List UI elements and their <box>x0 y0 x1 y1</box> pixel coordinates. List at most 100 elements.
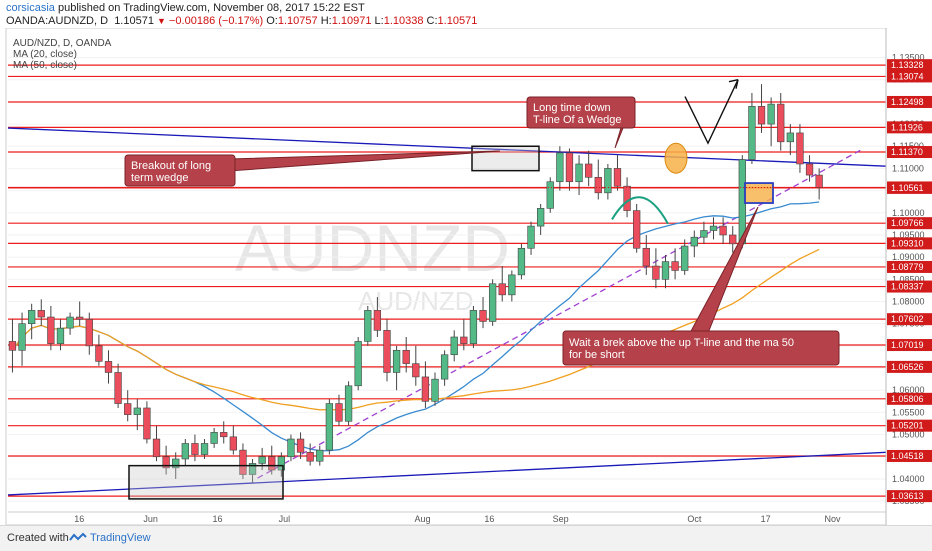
candle[interactable] <box>469 310 478 344</box>
candle[interactable] <box>633 210 641 249</box>
price-chart[interactable]: AUDNZD AUD/NZD 1.135001.130001.125001.12… <box>0 28 932 525</box>
target-box[interactable] <box>744 182 774 204</box>
author-link[interactable]: corsicasia <box>6 2 55 14</box>
candle[interactable] <box>450 336 458 356</box>
candle[interactable] <box>585 163 593 178</box>
candle[interactable] <box>421 376 430 402</box>
level-price-tag[interactable] <box>887 121 932 134</box>
level-price-tag[interactable] <box>887 490 932 503</box>
level-price-tag[interactable] <box>887 237 932 250</box>
candle[interactable] <box>652 265 660 280</box>
candle[interactable] <box>172 458 180 469</box>
level-price-tag[interactable] <box>887 146 932 159</box>
candle[interactable] <box>690 236 698 247</box>
candle[interactable] <box>364 310 372 342</box>
level-price-tag[interactable] <box>887 260 932 273</box>
candle[interactable] <box>642 247 650 267</box>
candle[interactable] <box>479 310 487 322</box>
candle[interactable] <box>613 168 622 187</box>
rounding-arc[interactable] <box>611 196 669 225</box>
candle[interactable] <box>767 103 775 125</box>
candle[interactable] <box>392 350 401 373</box>
candle[interactable] <box>124 403 132 415</box>
candle[interactable] <box>748 106 756 160</box>
candle[interactable] <box>56 327 65 344</box>
candle[interactable] <box>95 345 103 362</box>
level-price-tag[interactable] <box>887 95 932 108</box>
candle[interactable] <box>700 230 708 238</box>
candle[interactable] <box>796 132 804 165</box>
candle[interactable] <box>162 456 170 469</box>
candle[interactable] <box>537 208 545 227</box>
candle[interactable] <box>18 323 26 351</box>
candle[interactable] <box>527 225 535 249</box>
candle[interactable] <box>306 452 314 462</box>
level-price-tag[interactable] <box>887 313 932 326</box>
candle[interactable] <box>152 438 161 458</box>
candle[interactable] <box>200 443 209 455</box>
candle[interactable] <box>383 330 391 373</box>
candle[interactable] <box>47 316 55 344</box>
candle[interactable] <box>661 261 670 280</box>
candle[interactable] <box>316 449 324 462</box>
level-price-tag[interactable] <box>887 280 932 293</box>
candle[interactable] <box>757 106 766 125</box>
level-price-tag[interactable] <box>887 449 932 462</box>
candle[interactable] <box>248 463 257 475</box>
candle[interactable] <box>268 456 276 471</box>
candle[interactable] <box>517 247 526 276</box>
level-price-tag[interactable] <box>887 181 932 194</box>
legend-ma50[interactable]: MA (50, close) <box>13 60 77 71</box>
candle[interactable] <box>258 456 266 464</box>
level-price-tag[interactable] <box>887 360 932 373</box>
candle[interactable] <box>335 403 343 422</box>
candle[interactable] <box>85 318 93 347</box>
price-axis[interactable] <box>886 28 932 525</box>
legend-ma20[interactable]: MA (20, close) <box>13 49 77 60</box>
candle[interactable] <box>373 310 382 331</box>
candle[interactable] <box>594 176 602 194</box>
candle[interactable] <box>296 438 305 453</box>
candle[interactable] <box>76 316 84 320</box>
candle[interactable] <box>277 456 285 471</box>
candle[interactable] <box>28 310 36 324</box>
candle[interactable] <box>143 407 151 440</box>
candle[interactable] <box>354 341 362 387</box>
candle[interactable] <box>815 174 823 188</box>
ma50-line[interactable] <box>11 248 820 411</box>
candle[interactable] <box>191 443 199 455</box>
candle[interactable] <box>431 378 439 402</box>
candle[interactable] <box>729 234 737 245</box>
candle[interactable] <box>565 152 574 183</box>
candle[interactable] <box>440 354 449 380</box>
candle[interactable] <box>777 103 785 143</box>
candle[interactable] <box>709 225 718 231</box>
breakout-box[interactable] <box>471 145 540 172</box>
candle[interactable] <box>181 443 189 460</box>
candle[interactable] <box>546 181 554 209</box>
candle[interactable] <box>488 283 497 322</box>
candle[interactable] <box>786 132 794 143</box>
level-price-tag[interactable] <box>887 419 932 432</box>
candle[interactable] <box>402 350 410 364</box>
candle[interactable] <box>114 372 122 404</box>
level-price-tag[interactable] <box>887 392 932 405</box>
projection-arrow[interactable] <box>684 79 739 145</box>
candle[interactable] <box>805 163 814 176</box>
candle[interactable] <box>287 438 295 458</box>
candle[interactable] <box>460 336 468 344</box>
level-price-tag[interactable] <box>887 339 932 352</box>
candle[interactable] <box>604 168 612 194</box>
candle[interactable] <box>498 283 506 296</box>
wait-callout[interactable]: Wait a brek above the up T-line and the … <box>562 206 840 366</box>
candle[interactable] <box>681 245 689 271</box>
level-price-tag[interactable] <box>887 59 932 72</box>
candle[interactable] <box>671 261 679 271</box>
candle[interactable] <box>508 274 516 296</box>
level-price-tag[interactable] <box>887 217 932 230</box>
candle[interactable] <box>229 436 237 451</box>
bottom-range-box[interactable] <box>128 464 284 500</box>
tradingview-link[interactable]: TradingView <box>90 532 151 544</box>
